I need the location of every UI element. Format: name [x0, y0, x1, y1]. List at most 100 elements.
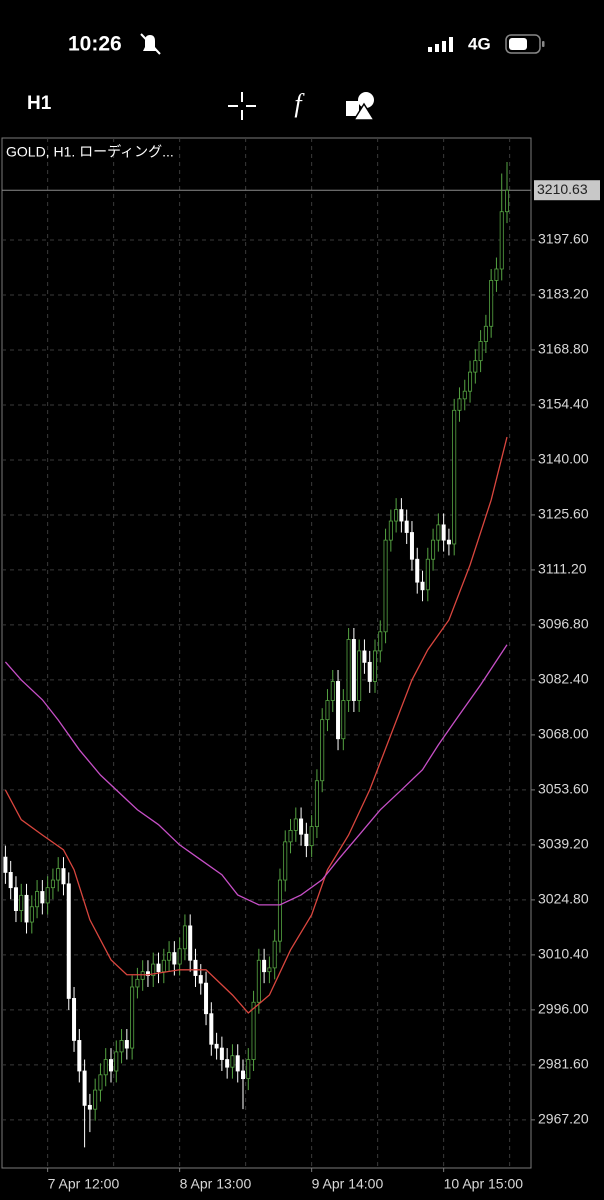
- candle-body: [246, 1059, 251, 1080]
- current-price-box: [534, 180, 600, 201]
- plot-area: 3197.60 3183.20 3168.80 3154.40 3140.00 3125.…: [2, 138, 600, 1192]
- indicators-button[interactable]: f: [294, 89, 305, 118]
- candle-body: [56, 868, 61, 881]
- candle-body: [214, 1043, 219, 1049]
- candle-body: [156, 963, 161, 973]
- y-tick-label: 3010.40: [538, 946, 589, 962]
- candle-body: [204, 982, 209, 1015]
- y-tick-label: 3053.60: [538, 781, 589, 797]
- candle-body: [40, 891, 45, 904]
- x-tick-label: 8 Apr 13:00: [180, 1176, 252, 1192]
- candle-body: [272, 940, 277, 969]
- mute-icon: [140, 33, 161, 55]
- y-tick-label: 3096.80: [538, 616, 589, 632]
- candle-body: [98, 1074, 103, 1091]
- candle-body: [19, 894, 24, 911]
- candle-body: [399, 509, 404, 522]
- candle-body: [161, 959, 166, 973]
- candle-body: [119, 1040, 124, 1053]
- candle-body: [452, 409, 457, 545]
- moving-average-line: [4, 436, 508, 1014]
- candle-body: [436, 524, 441, 541]
- candle-body: [504, 189, 509, 213]
- candle-body: [283, 841, 288, 881]
- x-tick-label: 10 Apr 15:00: [444, 1176, 524, 1192]
- candle-body: [499, 211, 504, 270]
- timeframe-button[interactable]: H1: [27, 93, 52, 114]
- candle-body: [135, 978, 140, 988]
- candle-body: [29, 906, 34, 923]
- x-tick-label: 9 Apr 14:00: [312, 1176, 384, 1192]
- candle-body: [225, 1059, 230, 1068]
- candle-body: [325, 700, 330, 721]
- y-tick-label: 3039.20: [538, 836, 589, 852]
- candle-body: [198, 975, 203, 984]
- candle-body: [468, 371, 473, 392]
- candle-body: [462, 390, 467, 400]
- candle-body: [262, 959, 267, 973]
- candle-body: [93, 1089, 98, 1110]
- candle-body: [394, 509, 399, 522]
- battery-icon: [505, 34, 545, 54]
- candle-body: [87, 1104, 92, 1110]
- candle-body: [314, 780, 319, 827]
- candle-body: [151, 963, 156, 976]
- objects-button[interactable]: [346, 92, 376, 121]
- candle-body: [446, 539, 451, 545]
- candle-body: [230, 1055, 235, 1068]
- candle-body: [256, 959, 261, 1003]
- status-time: 10:26: [68, 33, 122, 56]
- candle-body: [35, 891, 40, 908]
- candle-body: [24, 894, 29, 923]
- candle-body: [235, 1055, 240, 1072]
- candle-body: [124, 1040, 129, 1049]
- y-tick-label: 3197.60: [538, 231, 589, 247]
- moving-average-line: [4, 644, 508, 906]
- candle-body: [330, 681, 335, 701]
- candle-body: [299, 818, 304, 835]
- candle-body: [172, 952, 177, 965]
- status-network: 4G: [468, 34, 491, 53]
- candle-body: [420, 581, 425, 591]
- candle-body: [167, 952, 172, 961]
- candle-body: [219, 1047, 224, 1060]
- y-tick-label: 3168.80: [538, 341, 589, 357]
- y-tick-label: 3183.20: [538, 286, 589, 302]
- candle-body: [489, 280, 494, 327]
- candle-body: [473, 360, 478, 373]
- candle-body: [50, 879, 55, 889]
- candle-body: [77, 1040, 82, 1072]
- candle-body: [494, 268, 499, 281]
- current-price-label: 3210.63: [537, 181, 588, 197]
- candle-body: [320, 719, 325, 782]
- candle-body: [478, 341, 483, 362]
- candle-body: [441, 524, 446, 541]
- candle-body: [293, 818, 298, 831]
- candle-body: [177, 948, 182, 965]
- candle-body: [277, 879, 282, 942]
- candle-body: [61, 868, 66, 885]
- candle-body: [357, 650, 362, 701]
- candle-body: [378, 631, 383, 652]
- candle-body: [3, 856, 8, 873]
- candle-body: [109, 1059, 114, 1072]
- y-tick-label: 3082.40: [538, 671, 589, 687]
- candle-body: [404, 520, 409, 533]
- candle-body: [72, 998, 77, 1041]
- candle-body: [483, 325, 488, 342]
- candle-body: [251, 1001, 256, 1060]
- candle-body: [240, 1070, 245, 1080]
- candle-body: [425, 558, 430, 591]
- candle-body: [140, 971, 145, 980]
- crosshair-button[interactable]: [228, 92, 256, 120]
- candle-body: [383, 539, 388, 633]
- candle-body: [351, 639, 356, 701]
- candle-body: [288, 829, 293, 843]
- candle-body: [431, 539, 436, 560]
- candle-body: [209, 1013, 214, 1045]
- candle-body: [309, 826, 314, 847]
- y-tick-label: 3125.60: [538, 506, 589, 522]
- candle-body: [8, 872, 13, 889]
- candle-body: [182, 925, 187, 950]
